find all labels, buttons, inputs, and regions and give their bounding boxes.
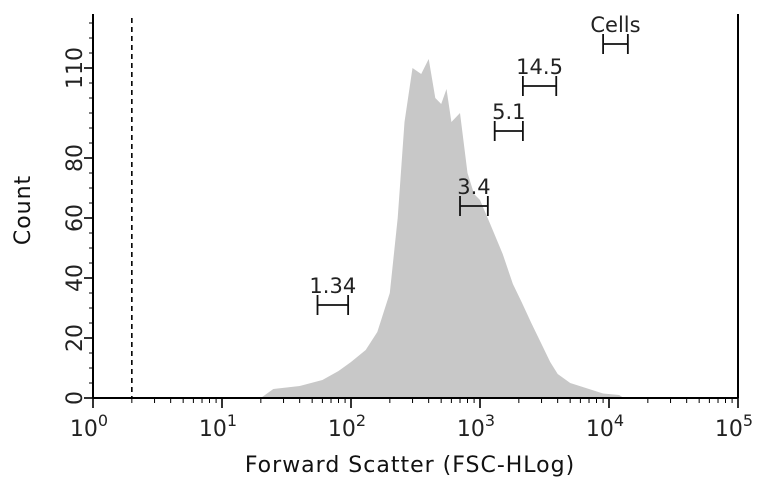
gate-label: 1.34 <box>309 274 356 298</box>
histogram-area <box>260 59 624 398</box>
x-tick-label: 105 <box>715 411 753 442</box>
gate-label: 14.5 <box>516 55 563 79</box>
x-axis-title: Forward Scatter (FSC-HLog) <box>245 453 575 478</box>
y-axis-title: Count <box>11 175 36 245</box>
gate-label: Cells <box>590 13 640 37</box>
y-tick-label: 20 <box>63 324 88 352</box>
plot-area <box>131 18 624 398</box>
x-tick-label: 101 <box>199 411 237 442</box>
y-tick-label: 60 <box>63 204 88 232</box>
gate-markers: 1.34 3.4 5.1 14.5 Cells <box>309 13 641 315</box>
gate-marker: 1.34 <box>309 274 356 315</box>
y-tick-label: 40 <box>63 264 88 292</box>
axes: 100 101 102 103 104 105 0 20 40 60 80 110 <box>63 14 753 442</box>
gate-marker: Cells <box>590 13 641 54</box>
x-tick-label: 100 <box>70 411 108 442</box>
gate-marker: 5.1 <box>492 100 525 141</box>
y-tick-label: 0 <box>63 391 88 405</box>
x-tick-label: 102 <box>328 411 366 442</box>
y-tick-label: 110 <box>63 47 88 89</box>
gate-marker: 3.4 <box>457 175 491 216</box>
x-tick-label: 104 <box>586 411 624 442</box>
gate-marker: 14.5 <box>516 55 563 96</box>
gate-label: 5.1 <box>492 100 525 124</box>
y-tick-label: 80 <box>63 144 88 172</box>
x-tick-label: 103 <box>457 411 495 442</box>
gate-label: 3.4 <box>457 175 490 199</box>
